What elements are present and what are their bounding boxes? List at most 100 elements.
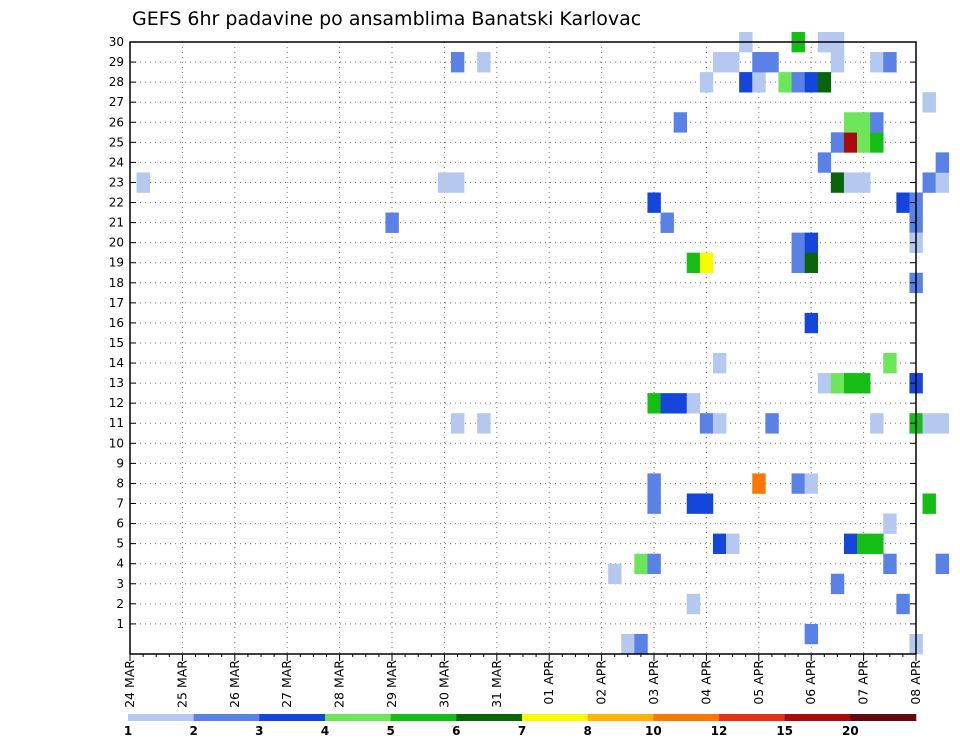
y-tick-label: 27 <box>109 95 124 109</box>
legend-color-swatch <box>653 714 720 721</box>
precip-cell <box>699 413 714 434</box>
y-tick-label: 5 <box>116 537 124 551</box>
precip-cell <box>843 112 858 133</box>
precip-cell <box>634 633 648 655</box>
precip-cell <box>634 553 648 575</box>
precip-cell <box>791 252 805 274</box>
y-tick-label: 18 <box>109 276 124 290</box>
precip-cell <box>922 413 936 434</box>
precip-cell <box>817 373 832 394</box>
x-tick-label: 02 APR <box>594 660 609 705</box>
precip-cell <box>136 172 150 193</box>
y-tick-label: 10 <box>109 436 124 450</box>
legend-color-swatch <box>193 714 260 721</box>
y-tick-label: 22 <box>109 196 124 210</box>
x-tick-label: 28 MAR <box>332 660 347 708</box>
precip-cell <box>843 172 858 193</box>
precip-cell <box>922 493 936 514</box>
precip-cell <box>870 533 884 554</box>
precip-cell <box>791 72 805 93</box>
precip-cell <box>778 72 792 93</box>
y-axis: 1234567891011121314151617181920212223242… <box>109 35 916 631</box>
precip-cell <box>896 192 910 213</box>
precip-cell <box>804 473 819 494</box>
precip-cell <box>870 112 884 133</box>
x-tick-label: 24 MAR <box>122 660 137 708</box>
precip-cell <box>870 52 884 73</box>
x-tick-label: 04 APR <box>698 660 713 705</box>
precip-cell <box>935 152 950 173</box>
legend-color-swatch <box>587 714 654 721</box>
precip-cell <box>830 132 845 153</box>
precip-cell <box>647 393 661 414</box>
precip-cell <box>647 553 661 575</box>
y-tick-label: 1 <box>116 617 124 631</box>
precip-cell <box>686 593 701 615</box>
data-cells <box>136 31 950 655</box>
x-tick-label: 08 APR <box>908 660 923 705</box>
precip-cell <box>608 563 622 585</box>
precip-cell <box>726 52 740 73</box>
plot-frame <box>129 41 917 655</box>
precip-cell <box>935 553 950 575</box>
precip-cell <box>843 132 858 153</box>
precip-cell <box>699 72 714 93</box>
precip-cell <box>712 533 727 554</box>
precip-cell <box>686 393 701 414</box>
y-tick-label: 11 <box>109 416 124 430</box>
chart-title: GEFS 6hr padavine po ansamblima Banatski… <box>132 8 641 30</box>
legend-label: 3 <box>255 724 263 738</box>
legend-label: 20 <box>842 724 859 738</box>
precip-cell <box>660 212 674 233</box>
x-tick-label: 29 MAR <box>384 660 399 708</box>
x-tick-label: 01 APR <box>541 660 556 705</box>
precip-cell <box>660 393 674 414</box>
y-tick-label: 14 <box>109 356 124 370</box>
x-tick-label: 30 MAR <box>436 660 451 708</box>
legend-color-swatch <box>325 714 391 721</box>
x-tick-label: 05 APR <box>751 660 766 705</box>
x-tick-label: 06 APR <box>803 660 818 705</box>
y-tick-label: 7 <box>116 497 124 511</box>
precip-cell <box>935 172 950 193</box>
legend-color-swatch <box>784 714 851 721</box>
y-tick-label: 19 <box>109 256 124 270</box>
precip-cell <box>477 52 491 73</box>
precip-cell <box>830 52 845 73</box>
precip-cell <box>791 473 805 494</box>
precip-cell <box>765 52 779 73</box>
x-tick-label: 25 MAR <box>174 660 189 708</box>
precip-cell <box>673 393 688 414</box>
precip-cell <box>857 112 871 133</box>
x-tick-label: 03 APR <box>646 660 661 705</box>
legend-label: 7 <box>518 724 526 738</box>
precip-cell <box>896 593 910 615</box>
color-legend: 1 2 3 4 5 6 7 8 10 12 15 20 <box>124 714 917 738</box>
precip-cell <box>857 373 871 394</box>
precip-cell <box>686 493 701 514</box>
y-tick-label: 4 <box>116 557 124 571</box>
precip-cell <box>922 172 936 193</box>
y-tick-label: 23 <box>109 175 124 189</box>
precip-cell <box>699 493 714 514</box>
precip-cell <box>817 152 832 173</box>
precip-cell <box>437 172 452 193</box>
legend-color-swatch <box>719 714 785 721</box>
legend-color-swatch <box>456 714 523 721</box>
precip-cell <box>857 172 871 193</box>
precip-cell <box>843 533 858 554</box>
precip-cell <box>477 413 491 434</box>
precip-cell <box>450 413 465 434</box>
precip-cell <box>450 172 465 193</box>
precip-cell <box>830 373 845 394</box>
y-tick-label: 17 <box>109 296 124 310</box>
precip-cell <box>712 52 727 73</box>
precip-cell <box>804 252 819 274</box>
legend-label: 1 <box>124 724 132 738</box>
legend-label: 5 <box>386 724 394 738</box>
y-tick-label: 3 <box>116 577 124 591</box>
legend-color-swatch <box>390 714 457 721</box>
legend-label: 12 <box>711 724 728 738</box>
precip-cell <box>765 413 779 434</box>
precip-cell <box>647 192 661 213</box>
